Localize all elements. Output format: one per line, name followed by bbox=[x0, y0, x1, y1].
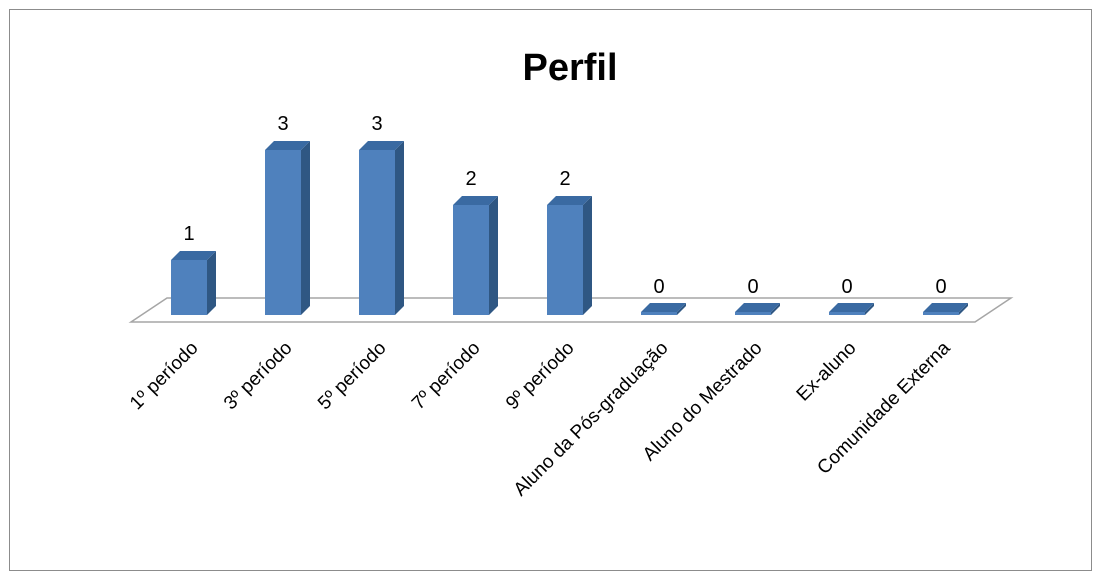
bar-side-face bbox=[583, 196, 592, 315]
x-tick-label-2: 3º período bbox=[220, 338, 297, 415]
bar-side-face bbox=[771, 303, 780, 315]
data-label-8: 0 bbox=[841, 276, 852, 298]
bar-front-face bbox=[171, 260, 207, 315]
bar-front-face bbox=[641, 312, 677, 315]
data-label-2: 3 bbox=[277, 113, 288, 135]
data-label-3: 3 bbox=[371, 113, 382, 135]
data-labels-layer: 1 3 3 2 2 0 0 0 0 bbox=[183, 113, 946, 298]
bar-6 bbox=[641, 303, 686, 315]
x-tick-label-4: 7º período bbox=[408, 338, 485, 415]
data-label-6: 0 bbox=[653, 276, 664, 298]
bar-top-face bbox=[265, 141, 310, 150]
bar-9 bbox=[923, 303, 968, 315]
bar-front-face bbox=[453, 205, 489, 315]
bar-side-face bbox=[301, 141, 310, 315]
bar-side-face bbox=[677, 303, 686, 315]
bar-top-face bbox=[829, 303, 874, 312]
chart-title: Perfil bbox=[522, 47, 617, 89]
bar-2 bbox=[265, 141, 310, 315]
bar-5 bbox=[547, 196, 592, 315]
bar-top-face bbox=[735, 303, 780, 312]
bar-side-face bbox=[207, 251, 216, 315]
bar-front-face bbox=[923, 312, 959, 315]
x-tick-label-5: 9º período bbox=[502, 338, 579, 415]
bar-front-face bbox=[547, 205, 583, 315]
bar-4 bbox=[453, 196, 498, 315]
bar-8 bbox=[829, 303, 874, 315]
bar-top-face bbox=[547, 196, 592, 205]
data-label-4: 2 bbox=[465, 168, 476, 190]
bar-front-face bbox=[735, 312, 771, 315]
bar-side-face bbox=[959, 303, 968, 315]
bar-1 bbox=[171, 251, 216, 315]
bars-layer bbox=[171, 141, 968, 315]
bar-top-face bbox=[641, 303, 686, 312]
bar-side-face bbox=[395, 141, 404, 315]
bar-top-face bbox=[171, 251, 216, 260]
data-label-5: 2 bbox=[559, 168, 570, 190]
data-label-1: 1 bbox=[183, 223, 194, 245]
x-tick-label-3: 5º período bbox=[314, 338, 391, 415]
x-tick-label-6: Aluno da Pós-graduação bbox=[510, 338, 673, 501]
bar-front-face bbox=[359, 150, 395, 315]
bar-top-face bbox=[359, 141, 404, 150]
data-label-7: 0 bbox=[747, 276, 758, 298]
tick-labels-layer: 1º período 3º período 5º período 7º período… bbox=[126, 337, 955, 500]
x-tick-label-8: Ex-aluno bbox=[793, 338, 861, 406]
bar-3 bbox=[359, 141, 404, 315]
bar-top-face bbox=[453, 196, 498, 205]
bar-front-face bbox=[829, 312, 865, 315]
data-label-9: 0 bbox=[935, 276, 946, 298]
bar-side-face bbox=[865, 303, 874, 315]
bar-front-face bbox=[265, 150, 301, 315]
bar-7 bbox=[735, 303, 780, 315]
bar-top-face bbox=[923, 303, 968, 312]
bar-side-face bbox=[489, 196, 498, 315]
x-tick-label-1: 1º período bbox=[126, 338, 203, 415]
